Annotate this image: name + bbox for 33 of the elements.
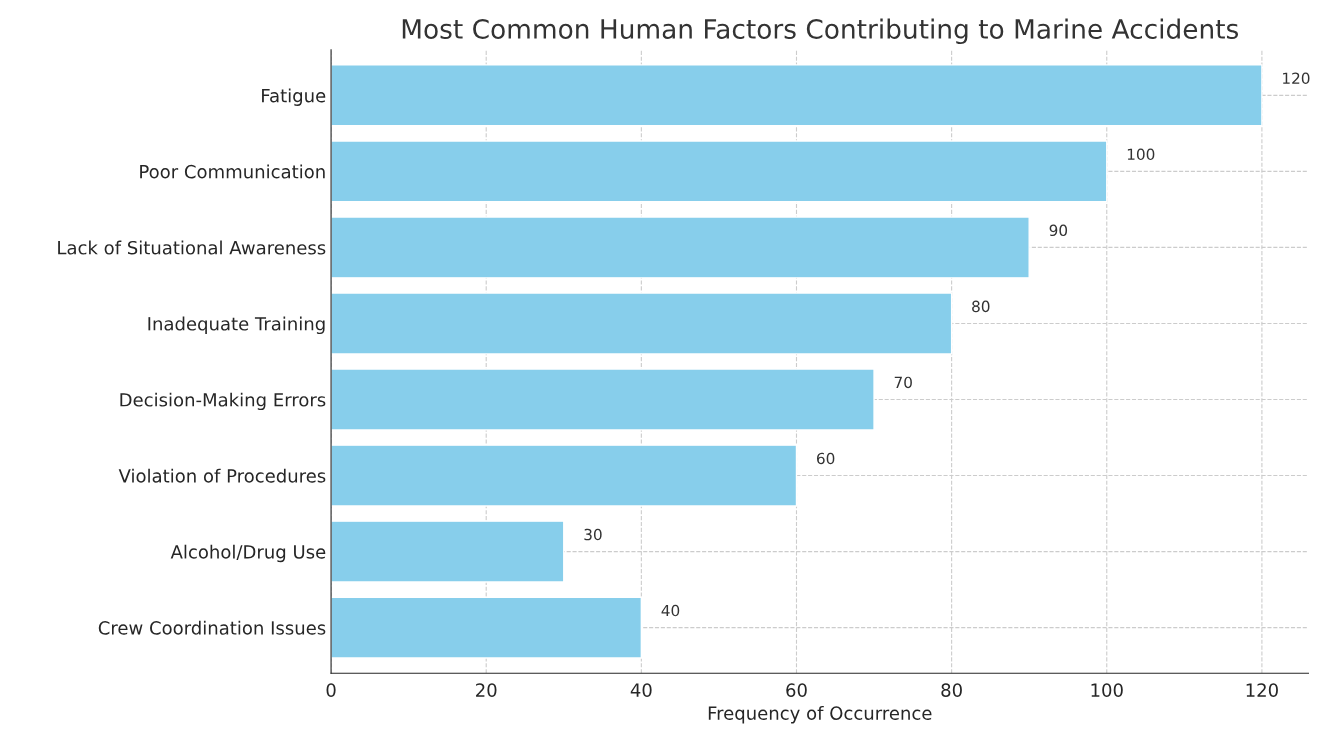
y-tick-label: Decision-Making Errors [120,392,326,411]
bar [331,140,1108,203]
y-tick-label: Poor Communication [140,164,325,179]
x-axis-title: Frequency of Occurrence [708,706,932,724]
x-tick-label: 80 [941,683,962,697]
x-tick-label: 100 [1091,683,1123,697]
x-tick-label: 60 [786,683,807,697]
y-tick-label: Violation of Procedures [118,468,326,483]
bar [331,292,953,355]
data-label: 70 [894,376,912,389]
data-label: 60 [817,452,835,465]
bar [331,520,565,583]
x-tick-label: 0 [326,683,336,697]
y-tick-label: Lack of Situational Awareness [58,240,326,255]
data-label: 100 [1127,148,1155,161]
x-tick-label: 40 [630,683,652,697]
data-label: 90 [1049,224,1068,237]
y-tick-label: Fatigue [262,88,326,106]
data-label: 40 [661,604,680,617]
bar [331,64,1263,127]
bar [331,596,643,659]
data-label: 80 [972,300,990,313]
y-tick-label: Crew Coordination Issues [98,620,326,635]
bar [331,444,798,507]
data-label: 120 [1283,72,1310,85]
y-tick-label: Alcohol/Drug Use [170,544,326,563]
data-label: 30 [584,528,602,541]
chart-title: Most Common Human Factors Contributing to Marine Accidents [402,18,1239,45]
bar [331,216,1030,279]
bar [331,368,875,431]
x-tick-label: 20 [476,683,497,697]
x-tick-label: 120 [1246,683,1278,697]
y-tick-label: Inadequate Training [148,316,325,335]
